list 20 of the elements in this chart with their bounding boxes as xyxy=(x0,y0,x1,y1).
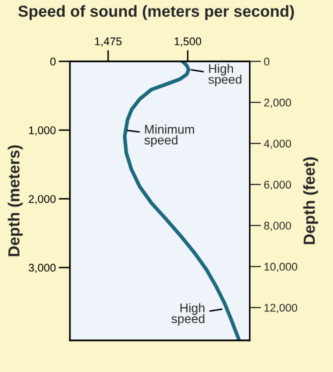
y2-tick-label: 6,000 xyxy=(264,180,292,190)
y2-tick-label: 4,000 xyxy=(264,140,292,149)
y2-tick-label: 12,000 xyxy=(264,304,298,314)
y-axis-title: Depth (meters) xyxy=(8,145,23,256)
y2-tick-label: 2,000 xyxy=(264,98,292,108)
line-series xyxy=(122,61,241,340)
annotation: High speed xyxy=(171,303,204,326)
y-tick-label: 0 xyxy=(50,58,56,66)
y2-tick-label: 8,000 xyxy=(264,222,292,231)
x-tick-label: 1,500 xyxy=(174,37,202,47)
annotation: High speed xyxy=(208,64,242,86)
y2-tick-label: 0 xyxy=(264,58,270,66)
y2-tick-label: 10,000 xyxy=(264,262,298,272)
annotation: Minimum speed xyxy=(144,124,194,147)
y2-axis-title: Depth (feet) xyxy=(303,157,318,244)
y-tick-label: 3,000 xyxy=(28,264,56,273)
x-tick-label: 1,475 xyxy=(95,38,122,47)
y-tick-label: 2,000 xyxy=(28,195,56,204)
x-axis-title: Speed of sound (meters per second) xyxy=(18,5,294,20)
y-tick-label: 1,000 xyxy=(29,126,56,136)
